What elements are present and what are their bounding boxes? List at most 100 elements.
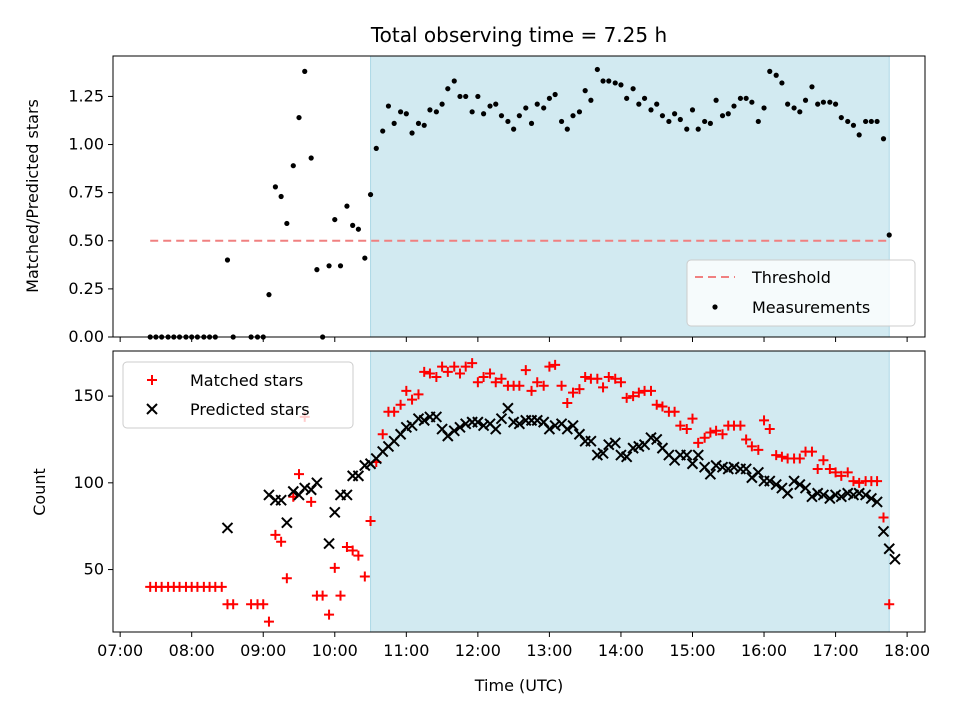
matched-stars-point bbox=[365, 515, 376, 526]
predicted-stars-point bbox=[740, 463, 752, 475]
matched-stars-point bbox=[228, 599, 239, 610]
matched-stars-point bbox=[550, 359, 561, 370]
measurement-point bbox=[296, 114, 302, 121]
predicted-stars-point bbox=[794, 478, 806, 491]
predicted-stars-point bbox=[281, 517, 293, 529]
count-y-tick-label: 150 bbox=[73, 386, 104, 405]
predicted-stars-point bbox=[859, 489, 872, 501]
predicted-stars-point bbox=[448, 425, 460, 437]
predicted-stars-legend-swatch bbox=[146, 403, 158, 415]
matched-stars-point bbox=[812, 463, 823, 474]
measurement-point bbox=[820, 99, 827, 105]
predicted-stars-point bbox=[817, 489, 830, 501]
matched-stars-point bbox=[306, 496, 317, 507]
predicted-stars-point bbox=[567, 419, 579, 432]
matched-stars-point bbox=[454, 368, 465, 379]
matched-stars-point bbox=[675, 420, 686, 431]
measurement-point bbox=[278, 193, 284, 200]
measurement-point bbox=[427, 107, 433, 113]
predicted-stars-point bbox=[561, 423, 573, 435]
measurement-point bbox=[618, 82, 624, 88]
predicted-stars-point bbox=[531, 414, 543, 427]
measurement-point bbox=[677, 116, 683, 123]
measurement-point bbox=[797, 109, 803, 115]
measurement-point bbox=[731, 103, 737, 109]
matched-stars-point bbox=[335, 590, 346, 601]
matched-stars-point bbox=[490, 377, 501, 388]
matched-stars-point bbox=[657, 401, 668, 412]
matched-stars-point bbox=[419, 366, 430, 377]
measurement-point bbox=[344, 203, 350, 209]
measurement-point bbox=[695, 126, 701, 132]
predicted-stars-point bbox=[692, 449, 704, 461]
measurement-point bbox=[582, 88, 588, 94]
matched-stars-point bbox=[693, 437, 704, 448]
predicted-stars-point bbox=[728, 461, 740, 473]
x-tick-label: 12:00 bbox=[455, 641, 501, 660]
measurement-point bbox=[523, 105, 529, 111]
matched-stars-point bbox=[329, 562, 340, 573]
predicted-stars-point bbox=[603, 438, 615, 451]
measurement-point bbox=[469, 109, 475, 115]
measurement-point bbox=[755, 118, 761, 125]
count-legend: Matched stars Predicted stars bbox=[122, 361, 354, 429]
matched-stars-point bbox=[353, 550, 364, 561]
predicted-stars-point bbox=[806, 490, 818, 503]
measurement-point bbox=[815, 101, 821, 107]
matched-stars-point bbox=[544, 361, 555, 372]
matched-stars-point bbox=[341, 542, 352, 553]
matched-stars-point bbox=[806, 446, 817, 457]
measurement-point bbox=[809, 84, 815, 90]
measurement-point bbox=[802, 97, 809, 103]
measurement-point bbox=[355, 226, 361, 232]
matched-stars-point bbox=[818, 455, 829, 466]
measurement-point bbox=[588, 97, 594, 103]
matched-stars-point bbox=[711, 425, 722, 436]
measurement-point bbox=[659, 113, 666, 119]
measurement-point bbox=[511, 126, 517, 132]
matched-stars-point bbox=[520, 365, 531, 376]
x-tick-label: 17:00 bbox=[813, 641, 859, 660]
measurement-point bbox=[415, 120, 422, 126]
measurement-point bbox=[350, 222, 356, 228]
measurement-point bbox=[457, 93, 463, 100]
matched-stars-point bbox=[854, 477, 865, 488]
matched-stars-point bbox=[687, 413, 698, 424]
measurement-point bbox=[546, 95, 553, 101]
predicted-stars-point bbox=[871, 496, 883, 508]
measurement-point bbox=[314, 267, 320, 273]
matched-stars-point bbox=[485, 368, 496, 379]
predicted-stars-point bbox=[585, 435, 597, 447]
measurement-point bbox=[773, 72, 779, 78]
measurement-point bbox=[391, 120, 397, 126]
matched-stars-point bbox=[424, 368, 435, 379]
predicted-stars-point bbox=[430, 411, 443, 423]
measurement-point bbox=[743, 95, 749, 101]
x-tick-label: 16:00 bbox=[741, 641, 787, 660]
measurement-point bbox=[874, 118, 880, 125]
matched-stars-point bbox=[574, 384, 585, 395]
measurement-point bbox=[487, 103, 493, 109]
predicted-stars-point bbox=[770, 478, 782, 491]
measurement-point bbox=[332, 216, 338, 223]
matched-stars-point bbox=[717, 429, 728, 440]
matched-stars-point bbox=[460, 361, 471, 372]
measurement-point bbox=[702, 118, 708, 125]
measurement-point bbox=[630, 86, 636, 92]
ratio-panel: 0.00 0.25 0.50 0.75 1.00 1.25 Threshold Measure… bbox=[68, 55, 926, 346]
predicted-stars-point bbox=[620, 451, 633, 463]
predicted-stars-point bbox=[752, 466, 765, 479]
measurement-point bbox=[475, 93, 481, 100]
matched-stars-point bbox=[478, 372, 489, 383]
predicted-stars-point bbox=[781, 487, 794, 499]
measurement-point bbox=[433, 109, 439, 115]
matched-stars-point bbox=[377, 429, 388, 440]
count-observing-span bbox=[370, 350, 890, 633]
measurement-point bbox=[439, 101, 445, 107]
matched-stars-point bbox=[538, 380, 549, 391]
matched-stars-point bbox=[401, 385, 412, 396]
predicted-stars-point bbox=[299, 482, 311, 494]
measurement-point bbox=[707, 120, 713, 126]
count-y-axis-label: Count bbox=[30, 468, 49, 516]
matched-stars-point bbox=[467, 358, 478, 369]
